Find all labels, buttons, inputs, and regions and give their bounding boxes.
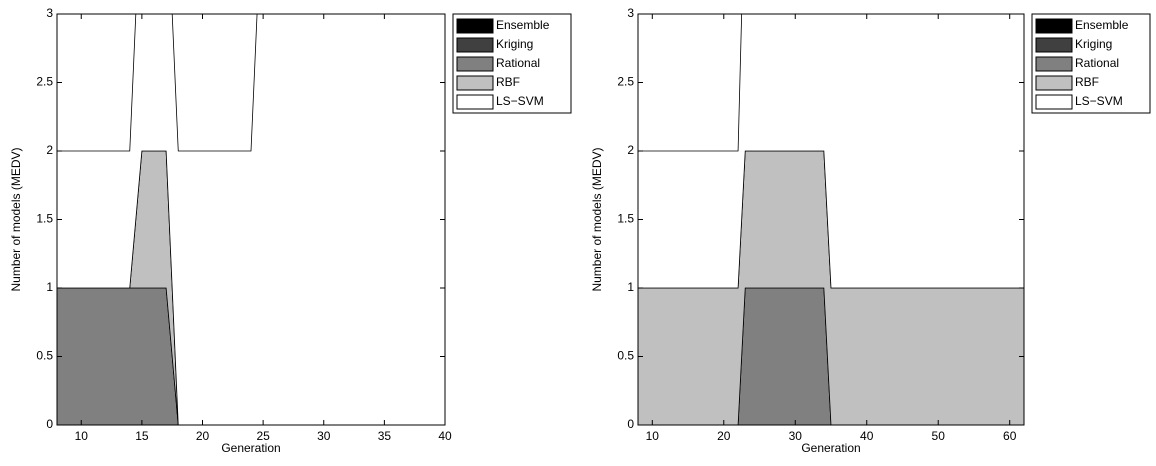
y-tick-label: 0.5 — [617, 349, 634, 363]
area — [638, 14, 1024, 289]
x-tick-label: 20 — [196, 429, 210, 443]
x-tick-label: 25 — [256, 429, 270, 443]
areas — [638, 14, 1024, 425]
legend-label: Rational — [1075, 56, 1119, 70]
legend-label: Kriging — [496, 37, 533, 51]
legend-label: LS−SVM — [496, 94, 544, 108]
legend-label: Ensemble — [1075, 18, 1129, 32]
legend-swatch — [1035, 75, 1073, 91]
x-tick-label: 10 — [646, 429, 660, 443]
x-tick-label: 40 — [860, 429, 874, 443]
areas — [57, 14, 445, 425]
y-tick-label: 0 — [46, 417, 53, 431]
x-tick-label: 30 — [317, 429, 331, 443]
x-axis-label: Generation — [801, 441, 860, 455]
y-tick-label: 1 — [627, 280, 634, 294]
legend-swatch — [1035, 94, 1073, 110]
x-tick-label: 20 — [717, 429, 731, 443]
x-tick-label: 30 — [789, 429, 803, 443]
x-tick-label: 50 — [932, 429, 946, 443]
area — [57, 14, 445, 425]
legend-swatch — [456, 37, 494, 53]
legend-label: Rational — [496, 56, 540, 70]
y-tick-label: 0 — [627, 417, 634, 431]
legend-label: LS−SVM — [1075, 94, 1123, 108]
legend-swatch — [1035, 18, 1073, 34]
legend-label: Ensemble — [496, 18, 550, 32]
x-axis-label: Generation — [221, 441, 280, 455]
legend-label: Kriging — [1075, 37, 1112, 51]
legend-label: RBF — [1075, 75, 1099, 89]
plot: 10 20 30 40 50 60 0 0.5 1 1.5 2 2.5 3 Generation Numbe… — [590, 6, 1151, 455]
y-tick-label: 2.5 — [617, 75, 634, 89]
x-tick-label: 60 — [1003, 429, 1017, 443]
x-tick-label: 15 — [135, 429, 149, 443]
y-axis-label: Number of models (MEDV) — [9, 147, 23, 291]
x-tick-label: 10 — [75, 429, 89, 443]
y-tick-label: 2 — [46, 143, 53, 157]
x-tick-label: 35 — [378, 429, 392, 443]
legend-swatch — [1035, 37, 1073, 53]
legend-label: RBF — [496, 75, 520, 89]
y-tick-label: 0.5 — [36, 349, 53, 363]
y-tick-label: 1.5 — [36, 212, 53, 226]
legend-swatch — [456, 18, 494, 34]
plot: 10 15 20 25 30 35 40 0 0.5 1 1.5 2 2.5 3 Generation Num… — [9, 6, 572, 455]
legend-swatch — [456, 75, 494, 91]
y-tick-label: 1.5 — [617, 212, 634, 226]
legend-swatch — [1035, 56, 1073, 72]
y-tick-label: 3 — [46, 6, 53, 20]
y-axis-label: Number of models (MEDV) — [590, 147, 604, 291]
legend-swatch — [456, 56, 494, 72]
x-tick-label: 40 — [438, 429, 452, 443]
y-tick-label: 2.5 — [36, 75, 53, 89]
legend-swatch — [456, 94, 494, 110]
y-tick-label: 2 — [627, 143, 634, 157]
y-tick-label: 3 — [627, 6, 634, 20]
y-tick-label: 1 — [46, 280, 53, 294]
